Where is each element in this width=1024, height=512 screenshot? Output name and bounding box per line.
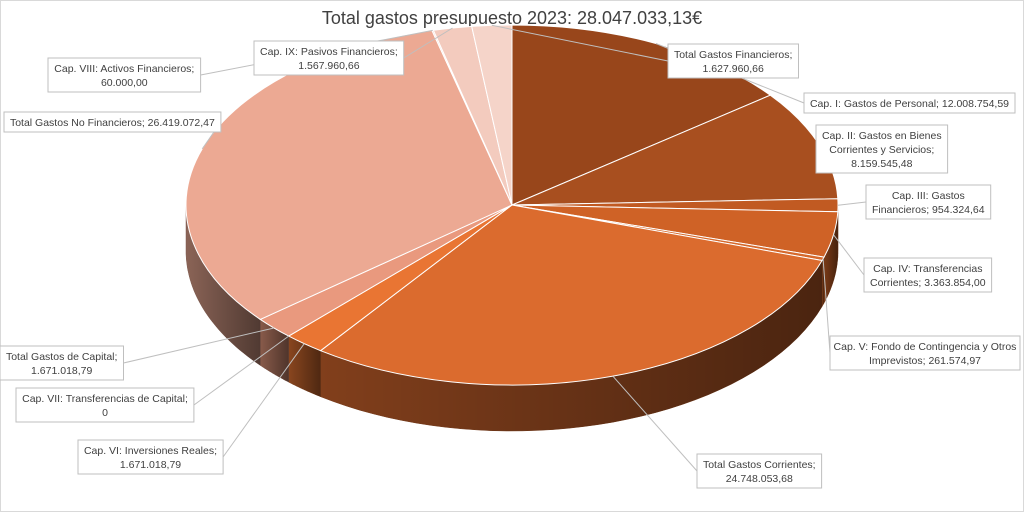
data-label-4: Cap. V: Fondo de Contingencia y Otros Imp… [834, 341, 1017, 367]
data-label-box-4 [829, 335, 1021, 371]
pie-side-shade-9 [186, 205, 261, 366]
data-label-box-5 [696, 453, 823, 489]
data-label-12: Total Gastos Financieros; 1.627.960,66 [674, 49, 792, 75]
data-label-6: Cap. VI: Inversiones Reales; 1.671.018,79 [84, 445, 217, 471]
data-label-5: Total Gastos Corrientes; 24.748.053,68 [703, 459, 816, 485]
leader-line-5 [612, 375, 698, 472]
leader-line-11 [403, 27, 453, 59]
data-label-10: Cap. VIII: Activos Financieros; 60.000,00 [54, 63, 194, 89]
leader-line-7 [193, 335, 289, 406]
data-label-11: Cap. IX: Pasivos Financieros; 1.567.960,6… [260, 46, 398, 72]
data-label-box-9 [3, 111, 222, 133]
data-label-3: Cap. IV: Transferencias Corrientes; 3.363… [870, 263, 986, 289]
leader-line-3 [833, 234, 865, 276]
data-label-box-12 [667, 43, 799, 79]
leader-line-2 [837, 201, 867, 206]
data-label-box-2 [865, 184, 992, 220]
chart-title: Total gastos presupuesto 2023: 28.047.03… [321, 8, 703, 28]
leader-line-4 [822, 258, 831, 354]
data-label-7: Cap. VII: Transferencias de Capital; 0 [22, 393, 188, 419]
pie-slice-5 [319, 204, 823, 386]
data-label-box-3 [863, 257, 993, 293]
data-label-box-8 [0, 345, 124, 381]
data-label-box-0 [803, 92, 1016, 114]
data-label-8: Total Gastos de Capital; 1.671.018,79 [6, 351, 117, 377]
pie-side-shade-8 [260, 319, 289, 383]
data-label-box-1 [815, 124, 949, 174]
data-label-box-11 [253, 40, 405, 76]
pie-side-shade-3 [824, 211, 838, 304]
data-label-box-7 [15, 387, 195, 423]
pie-side-shade-5 [320, 260, 823, 431]
data-label-9: Total Gastos No Financieros; 26.419.072,… [10, 117, 215, 129]
data-label-box-6 [77, 439, 224, 475]
data-label-1: Cap. II: Gastos en Bienes Corrientes y Se… [822, 130, 942, 170]
leader-line-6 [222, 343, 305, 458]
data-label-box-10 [47, 57, 202, 93]
data-label-2: Cap. III: Gastos Financieros; 954.324,64 [872, 190, 985, 216]
leader-line-12 [491, 24, 669, 62]
pie-side-shade-6 [288, 336, 321, 397]
leader-line-8 [123, 327, 275, 364]
data-label-0: Cap. I: Gastos de Personal; 12.008.754,5… [810, 98, 1009, 110]
